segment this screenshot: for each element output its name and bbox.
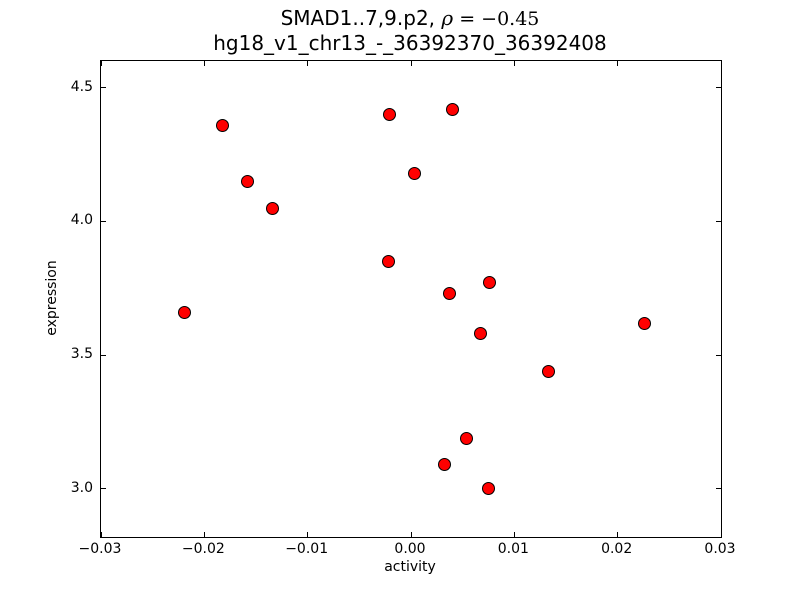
x-tick-label: −0.02 [181, 541, 225, 557]
data-point [541, 364, 555, 378]
tick-mark [720, 61, 722, 66]
tick-mark [307, 61, 309, 66]
y-tick-label: 4.5 [70, 78, 93, 95]
data-point [266, 201, 280, 215]
chart-subtitle: hg18_v1_chr13_-_36392370_36392408 [213, 31, 607, 55]
x-tick-label: −0.03 [78, 541, 122, 557]
y-tick-label: 3.5 [70, 346, 93, 363]
tick-mark [720, 532, 722, 537]
tick-mark [203, 61, 205, 66]
tick-mark [410, 532, 412, 537]
tick-mark [101, 87, 106, 89]
x-tick-label: 0.01 [497, 541, 529, 557]
chart-title-block: SMAD1..7,9.p2, ρ = −0.45 hg18_v1_chr13_-… [100, 6, 720, 55]
y-tick-label: 4.0 [70, 212, 93, 229]
tick-mark [617, 61, 619, 66]
data-point [178, 305, 192, 319]
data-point [460, 431, 474, 445]
x-tick-label: 0.03 [704, 541, 736, 557]
data-point [473, 327, 487, 341]
data-point [638, 316, 652, 330]
x-tick-label: −0.01 [285, 541, 329, 557]
y-tick-label: 3.0 [70, 479, 93, 496]
x-axis-label: activity [384, 559, 436, 575]
data-point [241, 174, 255, 188]
tick-mark [617, 532, 619, 537]
x-tick-label: 0.02 [601, 541, 633, 557]
chart-title-text: SMAD1..7,9.p2, [280, 6, 442, 30]
tick-mark [716, 354, 721, 356]
tick-mark [716, 220, 721, 222]
chart-title: SMAD1..7,9.p2, ρ = −0.45 [100, 6, 720, 31]
rho-symbol: ρ [441, 6, 454, 30]
data-point [381, 255, 395, 269]
tick-mark [101, 488, 106, 490]
data-point [216, 118, 230, 132]
tick-mark [100, 61, 102, 66]
tick-mark [513, 61, 515, 66]
tick-mark [307, 532, 309, 537]
x-tick-label: 0.00 [394, 541, 426, 557]
tick-mark [100, 532, 102, 537]
data-point [437, 458, 451, 472]
y-axis-label: expression [44, 260, 60, 336]
data-point [442, 287, 456, 301]
data-point [445, 102, 459, 116]
data-point [483, 276, 497, 290]
tick-mark [410, 61, 412, 66]
tick-mark [101, 354, 106, 356]
data-point [382, 107, 396, 121]
tick-mark [716, 488, 721, 490]
tick-mark [203, 532, 205, 537]
tick-mark [716, 87, 721, 89]
tick-mark [101, 220, 106, 222]
rho-value: = −0.45 [453, 8, 540, 30]
tick-mark [513, 532, 515, 537]
data-point [407, 166, 421, 180]
plot-area [100, 60, 722, 538]
data-point [482, 482, 495, 496]
